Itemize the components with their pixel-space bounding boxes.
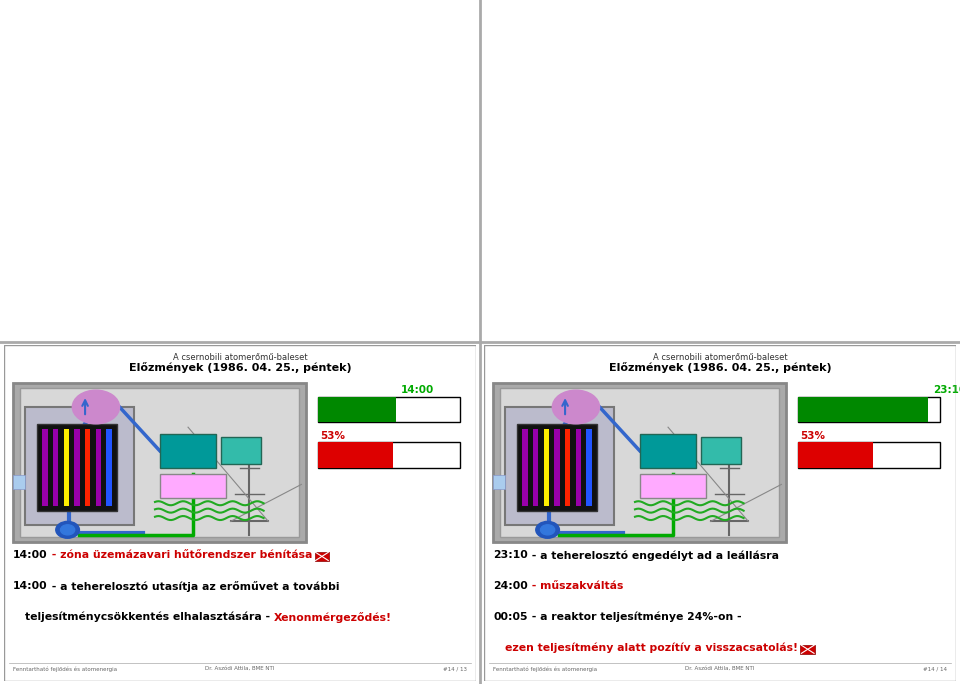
Bar — [493, 475, 505, 490]
Bar — [798, 443, 940, 468]
Bar — [159, 474, 226, 498]
Text: 00:05: 00:05 — [493, 612, 528, 622]
Text: - a teherelosztó utasítja az erőművet a további: - a teherelosztó utasítja az erőművet a … — [48, 581, 340, 592]
Text: 23:10: 23:10 — [493, 550, 528, 560]
Bar — [13, 384, 306, 542]
Bar — [107, 429, 112, 506]
Bar — [516, 424, 597, 512]
Bar — [639, 474, 706, 498]
Bar — [505, 407, 613, 525]
Bar — [500, 389, 780, 536]
Bar — [25, 407, 133, 525]
Circle shape — [536, 521, 560, 538]
Bar — [318, 397, 396, 422]
Bar — [74, 429, 80, 506]
Bar — [587, 429, 592, 506]
Bar — [798, 443, 873, 468]
Text: A csernobili atomerőmű-baleset: A csernobili atomerőmű-baleset — [653, 353, 787, 362]
Bar — [554, 429, 560, 506]
Bar — [42, 429, 48, 506]
Text: Előzmények (1986. 04. 25., péntek): Előzmények (1986. 04. 25., péntek) — [129, 362, 351, 373]
Bar — [318, 443, 460, 468]
Bar — [96, 429, 101, 506]
Bar — [543, 429, 549, 506]
Bar — [639, 434, 696, 468]
Bar — [85, 429, 90, 506]
Text: Dr. Aszódi Attila, BME NTI: Dr. Aszódi Attila, BME NTI — [205, 666, 275, 671]
Bar — [576, 429, 581, 506]
Text: #14 / 13: #14 / 13 — [443, 666, 467, 671]
Text: 14:00: 14:00 — [13, 550, 48, 560]
Bar — [565, 429, 570, 506]
Bar — [63, 429, 69, 506]
Text: - a teherelosztó engedélyt ad a leállásra: - a teherelosztó engedélyt ad a leállásr… — [528, 550, 779, 560]
Bar — [798, 397, 928, 422]
Text: 24:00: 24:00 — [493, 581, 528, 591]
Text: Fenntartható fejlődés és atomenergia: Fenntartható fejlődés és atomenergia — [493, 666, 597, 672]
Text: Előzmények (1986. 04. 25., péntek): Előzmények (1986. 04. 25., péntek) — [609, 362, 831, 373]
Text: 53%: 53% — [321, 431, 346, 440]
Text: - műszakváltás: - műszakváltás — [528, 581, 623, 591]
Bar — [318, 397, 460, 422]
Text: ezen teljesítmény alatt pozítív a visszacsatolás!: ezen teljesítmény alatt pozítív a vissza… — [505, 643, 798, 653]
Text: - a reaktor teljesítménye 24%-on -: - a reaktor teljesítménye 24%-on - — [528, 612, 741, 622]
Bar — [20, 389, 299, 536]
Circle shape — [56, 521, 80, 538]
Bar — [13, 475, 25, 490]
Bar — [533, 429, 539, 506]
Circle shape — [552, 390, 600, 424]
Text: 23:10: 23:10 — [933, 385, 960, 395]
Text: Dr. Aszódi Attila, BME NTI: Dr. Aszódi Attila, BME NTI — [685, 666, 755, 671]
Bar — [701, 437, 741, 464]
Text: #14 / 14: #14 / 14 — [923, 666, 947, 671]
Bar — [493, 384, 786, 542]
Bar — [221, 437, 261, 464]
Text: A csernobili atomerőmű-baleset: A csernobili atomerőmű-baleset — [173, 353, 307, 362]
Text: teljesítménycsökkentés elhalasztására -: teljesítménycsökkentés elhalasztására - — [25, 612, 274, 622]
Text: 14:00: 14:00 — [400, 385, 434, 395]
Circle shape — [60, 525, 75, 535]
Bar — [798, 397, 940, 422]
Circle shape — [540, 525, 555, 535]
Bar — [315, 552, 329, 561]
Text: 53%: 53% — [801, 431, 826, 440]
Text: Xenonmérgeződés!: Xenonmérgeződés! — [274, 612, 392, 623]
Bar — [318, 443, 393, 468]
Bar — [36, 424, 117, 512]
Bar — [159, 434, 216, 468]
Bar — [53, 429, 59, 506]
Text: - zóna üzemázavari hűtőrendszer bénítása: - zóna üzemázavari hűtőrendszer bénítása — [48, 550, 312, 560]
Bar — [801, 644, 815, 654]
Bar — [522, 429, 528, 506]
Text: 14:00: 14:00 — [13, 581, 48, 591]
Text: Fenntartható fejlődés és atomenergia: Fenntartható fejlődés és atomenergia — [13, 666, 117, 672]
Circle shape — [72, 390, 120, 424]
